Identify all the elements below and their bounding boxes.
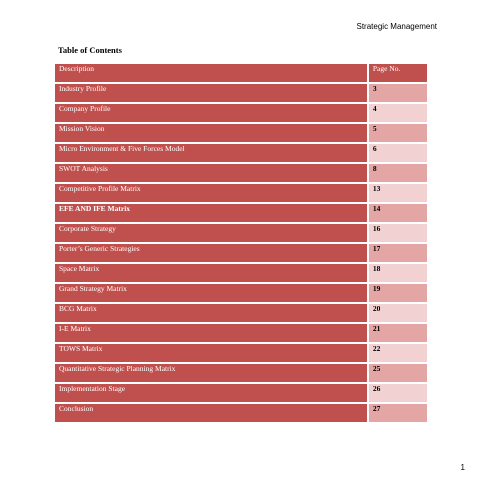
- toc-table: Description Page No. Industry Profile 3 Co…: [55, 64, 427, 424]
- toc-entry-description: TOWS Matrix: [55, 343, 369, 364]
- column-header-page: Page No.: [367, 64, 427, 84]
- toc-row: Mission Vision 5: [55, 123, 427, 144]
- toc-row: BCG Matrix 20: [55, 303, 427, 324]
- toc-row: Micro Environment & Five Forces Model 6: [55, 143, 427, 164]
- toc-entry-page: 22: [367, 343, 427, 364]
- toc-title: Table of Contents: [58, 45, 122, 55]
- toc-entry-description: Industry Profile: [55, 83, 369, 104]
- toc-header-row: Description Page No.: [55, 64, 427, 84]
- column-header-description: Description: [55, 64, 369, 84]
- toc-entry-page: 3: [367, 83, 427, 104]
- toc-entry-page: 21: [367, 323, 427, 344]
- toc-row: EFE AND IFE Matrix 14: [55, 203, 427, 224]
- toc-entry-page: 5: [367, 123, 427, 144]
- toc-row: Grand Strategy Matrix 19: [55, 283, 427, 304]
- toc-row: Porter’s Generic Strategies 17: [55, 243, 427, 264]
- running-header: Strategic Management: [356, 22, 438, 31]
- toc-entry-page: 18: [367, 263, 427, 284]
- toc-entry-description: Competitive Profile Matrix: [55, 183, 369, 204]
- toc-entry-description: BCG Matrix: [55, 303, 369, 324]
- toc-body: Industry Profile 3 Company Profile 4 Mission…: [55, 83, 427, 424]
- toc-entry-description: Mission Vision: [55, 123, 369, 144]
- toc-entry-page: 25: [367, 363, 427, 384]
- toc-entry-description: Quantitative Strategic Planning Matrix: [55, 363, 369, 384]
- toc-entry-page: 8: [367, 163, 427, 184]
- toc-entry-page: 6: [367, 143, 427, 164]
- toc-row: I-E Matrix 21: [55, 323, 427, 344]
- toc-entry-page: 20: [367, 303, 427, 324]
- toc-entry-page: 19: [367, 283, 427, 304]
- toc-row: TOWS Matrix 22: [55, 343, 427, 364]
- toc-entry-page: 17: [367, 243, 427, 264]
- toc-entry-description: Implementation Stage: [55, 383, 369, 404]
- toc-entry-description: Conclusion: [55, 403, 369, 424]
- toc-entry-page: 16: [367, 223, 427, 244]
- toc-row: Company Profile 4: [55, 103, 427, 124]
- toc-entry-description: Space Matrix: [55, 263, 369, 284]
- toc-row: Implementation Stage 26: [55, 383, 427, 404]
- toc-entry-description: Corporate Strategy: [55, 223, 369, 244]
- toc-entry-page: 14: [367, 203, 427, 224]
- toc-entry-page: 4: [367, 103, 427, 124]
- toc-entry-description: EFE AND IFE Matrix: [55, 203, 369, 224]
- toc-entry-description: Company Profile: [55, 103, 369, 124]
- toc-entry-description: I-E Matrix: [55, 323, 369, 344]
- toc-entry-page: 26: [367, 383, 427, 404]
- page-number: 1: [460, 463, 465, 472]
- toc-entry-description: Micro Environment & Five Forces Model: [55, 143, 369, 164]
- toc-entry-page: 27: [367, 403, 427, 424]
- toc-entry-description: Grand Strategy Matrix: [55, 283, 369, 304]
- toc-entry-description: SWOT Analysis: [55, 163, 369, 184]
- toc-row: Conclusion 27: [55, 403, 427, 424]
- toc-row: Corporate Strategy 16: [55, 223, 427, 244]
- toc-row: Space Matrix 18: [55, 263, 427, 284]
- toc-entry-description: Porter’s Generic Strategies: [55, 243, 369, 264]
- toc-row: Industry Profile 3: [55, 83, 427, 104]
- toc-row: Competitive Profile Matrix 13: [55, 183, 427, 204]
- toc-entry-page: 13: [367, 183, 427, 204]
- toc-row: Quantitative Strategic Planning Matrix 25: [55, 363, 427, 384]
- toc-row: SWOT Analysis 8: [55, 163, 427, 184]
